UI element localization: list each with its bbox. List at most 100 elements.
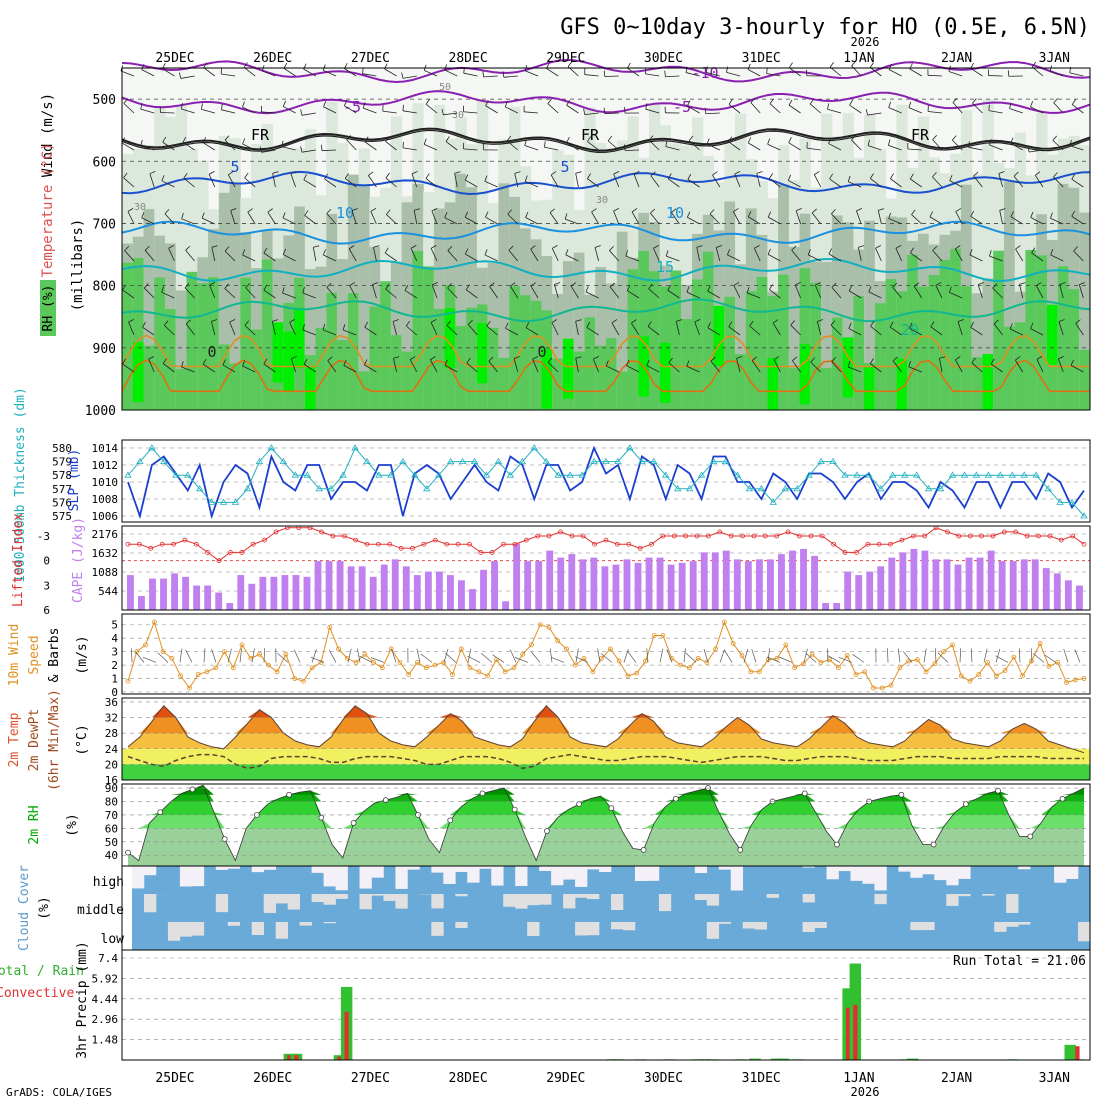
precip-run-total: Run Total = 21.06 [953, 954, 1086, 969]
rh-point [1027, 833, 1034, 840]
upper-wind-barb [402, 75, 417, 79]
wind-barb [443, 648, 449, 663]
upper-wind-barb-flag [733, 282, 740, 286]
upper-wind-barb [183, 177, 195, 188]
rh-band-green [896, 291, 908, 410]
t2m-tick-20: 20 [105, 758, 118, 771]
upper-wind-barb [344, 68, 357, 77]
upper-wind-barb-flag [300, 109, 303, 116]
rh-point [350, 820, 357, 826]
li-point [489, 550, 495, 555]
upper-wind-barb [988, 110, 1003, 114]
wind-barb [959, 648, 962, 663]
rh-band-light [606, 148, 618, 411]
upper-wind-barb-flag [909, 322, 913, 329]
upper-wind-barb [1031, 66, 1044, 77]
upper-wind-barb [990, 363, 1003, 373]
wind-barb [492, 654, 505, 663]
precip-ylabel-left: Total / Rain [0, 964, 84, 979]
li-point [171, 541, 176, 547]
upper-wind-barb-flag [792, 356, 798, 361]
rh-band-mid [337, 259, 349, 410]
cloud-clear-high [323, 866, 336, 887]
cape-bar [954, 564, 962, 610]
upper-wind-barb-flag [767, 138, 771, 145]
upper-wind-barb [772, 322, 781, 336]
upper-wind-barb [445, 141, 458, 151]
upper-wind-barb-flag [593, 356, 599, 360]
cape-bar [270, 576, 278, 610]
upper-wind-barb-flag [425, 173, 430, 179]
rh-band-mid [595, 267, 607, 410]
rh-band-mid [498, 183, 510, 410]
rh-point [189, 786, 196, 793]
upper-wind-barb [666, 255, 680, 262]
upper-wind-barb [224, 139, 236, 151]
precip-tick-2.96: 2.96 [92, 1013, 119, 1026]
upper-wind-barb [348, 248, 357, 262]
upper-wind-barb-flag [168, 245, 175, 249]
cape-bar [767, 559, 774, 610]
li-point [956, 533, 962, 539]
wind-barb [251, 648, 255, 663]
upper-wind-barb [977, 284, 983, 299]
wind-speed-point [932, 661, 938, 667]
cape-bar [789, 550, 796, 610]
cape-bar [634, 562, 642, 610]
li-point [216, 558, 222, 564]
upper-wind-barb-flag [790, 320, 795, 326]
upper-wind-barb [788, 180, 801, 188]
wind-speed-point [537, 622, 543, 628]
wind-speed-point [958, 673, 964, 679]
upper-wind-barb [769, 289, 781, 299]
upper-wind-barb-flag [128, 319, 135, 323]
upper-wind-barb [447, 287, 458, 299]
cloud-clear-high [958, 866, 971, 879]
thickness-point [1020, 471, 1028, 478]
upper-wind-barb-flag [788, 137, 792, 143]
precip-conv-bar [287, 1055, 292, 1060]
wind-speed-point [1037, 641, 1043, 646]
wind-barb [778, 656, 793, 663]
cloud-clear-low [527, 922, 540, 936]
cloud-clear-high [179, 866, 193, 887]
upper-wind-barb [149, 173, 155, 188]
upper-wind-barb-flag [709, 209, 715, 215]
upper-wind-barb-flag [989, 250, 992, 257]
upper-wind-barb-flag [281, 140, 284, 147]
upper-wind-barb-flag [767, 211, 772, 218]
upper-wind-barb [606, 365, 619, 373]
thk-tick-577: 577 [52, 483, 72, 496]
upper-wind-barb-flag [631, 208, 638, 213]
upper-wind-barb-flag [202, 358, 207, 365]
upper-wind-barb-flag [932, 172, 937, 178]
upper-wind-barb [1030, 328, 1044, 336]
thickness-point [267, 444, 276, 451]
upper-wind-barb [888, 69, 902, 77]
upper-wind-barb [671, 212, 680, 225]
wind-speed-point [993, 673, 999, 679]
upper-wind-barb-flag [751, 356, 758, 361]
upper-wind-barb [948, 71, 963, 77]
rh-band-mid [562, 261, 575, 410]
upper-wind-barb [665, 75, 680, 78]
contour-label-3: FR [251, 126, 270, 144]
rh-point [930, 841, 937, 848]
upper-wind-barb-flag [185, 319, 191, 325]
rh-band-bright [799, 344, 811, 405]
wind-barb [131, 648, 133, 663]
rh-band-green [885, 279, 897, 410]
upper-wind-barb [756, 173, 761, 188]
cape-bar [248, 583, 256, 610]
thickness-point [279, 457, 288, 464]
wind-speed-point [713, 646, 719, 652]
precip-conv-bar [294, 1055, 299, 1060]
upper-wind-barb [467, 324, 478, 336]
rh-tick-70: 70 [105, 809, 118, 822]
cloud-clear-high [132, 866, 145, 889]
cloud-clear-middle [587, 894, 600, 900]
upper-wind-barb-flag [1036, 356, 1043, 360]
upper-wind-barb [592, 358, 599, 373]
rh-point [640, 847, 647, 853]
rh-tick-50: 50 [105, 836, 118, 849]
